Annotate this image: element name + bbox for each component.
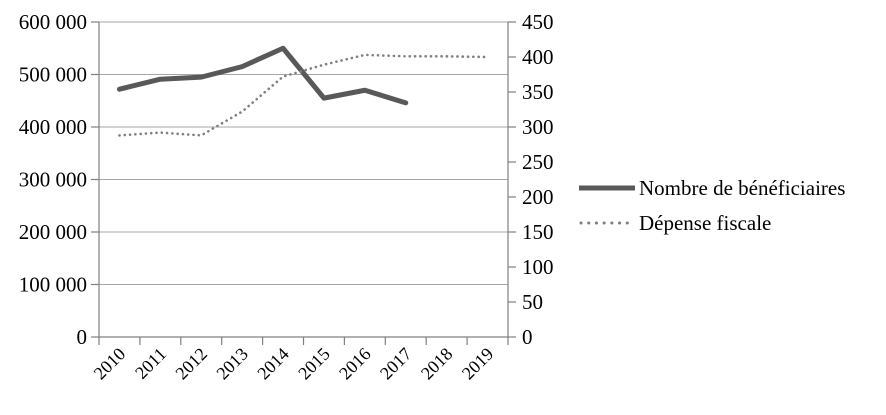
right-axis-tick-label: 200 (522, 185, 554, 209)
series-line-depense-fiscale (118, 53, 489, 137)
left-axis-tick-label: 500 000 (19, 63, 87, 87)
legend-label-depense: Dépense fiscale (639, 210, 772, 235)
right-axis-tick-label: 450 (522, 10, 554, 34)
legend-dotted-line-swatch-icon (579, 221, 636, 225)
x-axis-label: 2010 (90, 344, 130, 384)
x-axis-label: 2012 (171, 344, 211, 384)
left-axis-tick-label: 200 000 (19, 220, 87, 244)
left-axis-tick-label: 300 000 (19, 168, 87, 192)
right-axis-tick-label: 350 (522, 80, 554, 104)
x-axis-label: 2016 (335, 344, 375, 384)
x-axis-label: 2015 (294, 344, 334, 384)
right-axis-tick-label: 50 (522, 290, 543, 314)
legend: Nombre de bénéficiaires Dépense fiscale (578, 175, 845, 236)
left-axis-tick-label: 100 000 (19, 273, 87, 297)
right-axis-tick-label: 150 (522, 220, 554, 244)
x-axis-label: 2011 (131, 344, 170, 383)
x-axis-label: 2013 (212, 344, 252, 384)
legend-item-depense: Dépense fiscale (578, 210, 845, 236)
x-axis-label: 2019 (458, 344, 498, 384)
left-axis-tick-label: 400 000 (19, 115, 87, 139)
series-line-nombre-de-beneficiaires (116, 45, 409, 106)
right-axis-tick-label: 300 (522, 115, 554, 139)
right-axis-tick-label: 250 (522, 150, 554, 174)
legend-label-beneficiaires: Nombre de bénéficiaires (639, 175, 846, 200)
right-axis-tick-label: 400 (522, 45, 554, 69)
x-axis-label: 2017 (376, 344, 416, 384)
x-axis-label: 2018 (417, 344, 457, 384)
legend-solid-line-swatch-icon (579, 185, 635, 191)
x-axis-label: 2014 (253, 344, 293, 384)
left-axis-tick-label: 0 (77, 325, 88, 349)
legend-item-beneficiaires: Nombre de bénéficiaires (578, 175, 845, 201)
right-axis-tick-label: 100 (522, 255, 554, 279)
right-axis-tick-label: 0 (522, 325, 533, 349)
left-axis-tick-label: 600 000 (19, 10, 87, 34)
